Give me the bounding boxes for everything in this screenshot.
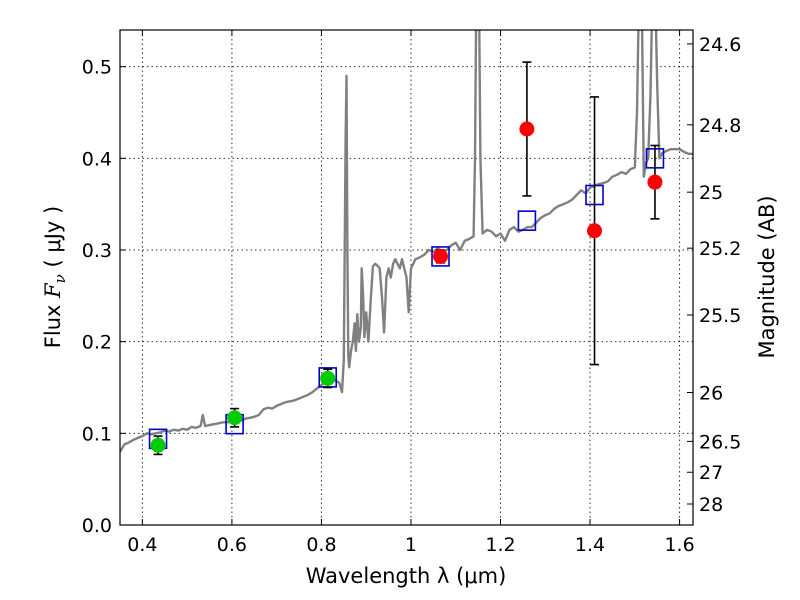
x-tick-label-5: 1.4 bbox=[575, 534, 605, 556]
observed_nir-point-1 bbox=[519, 121, 535, 137]
y-label-suffix: ( μJy ) bbox=[41, 206, 65, 274]
y2-tick-label-5: 26 bbox=[699, 382, 723, 404]
y-tick-label-4: 0.4 bbox=[82, 148, 112, 170]
model-point-4 bbox=[517, 210, 537, 231]
y-tick-label-5: 0.5 bbox=[82, 57, 112, 79]
x-tick-label-0: 0.4 bbox=[127, 534, 157, 556]
x-tick-label-1: 0.6 bbox=[217, 534, 247, 556]
observed_nir-point-2 bbox=[587, 223, 603, 239]
y2-tick-label-1: 24.8 bbox=[699, 115, 741, 137]
y2-tick-label-8: 28 bbox=[699, 494, 723, 516]
y-axis-label: Flux Fν ( μJy ) bbox=[41, 206, 69, 348]
y-tick-label-0: 0.0 bbox=[82, 515, 112, 537]
y2-tick-label-6: 26.5 bbox=[699, 431, 741, 453]
y2-tick-label-4: 25.5 bbox=[699, 305, 741, 327]
x-tick-label-6: 1.6 bbox=[664, 534, 694, 556]
observed_optical-point-1 bbox=[227, 410, 243, 426]
y-tick-label-3: 0.3 bbox=[82, 240, 112, 262]
x-tick-label-3: 1 bbox=[405, 534, 417, 556]
axis-ticks: 0.4 0.6 0.8 1 1.2 1.4 1.6 0.0 0.1 0.2 0.3 0.4 0.5 24.… bbox=[82, 30, 741, 556]
observed_nir-point-0 bbox=[433, 248, 449, 264]
model-point-3 bbox=[431, 246, 450, 267]
plot-frame bbox=[119, 29, 694, 526]
x-tick-label-2: 0.8 bbox=[306, 534, 336, 556]
y2-tick-label-7: 27 bbox=[699, 462, 723, 484]
photometry-markers bbox=[148, 61, 665, 456]
x-axis-label: Wavelength λ (μm) bbox=[306, 564, 507, 588]
y2-axis-label: Magnitude (AB) bbox=[755, 195, 779, 358]
y2-tick-label-2: 25 bbox=[699, 182, 723, 204]
observed_optical-point-2 bbox=[320, 370, 336, 386]
observed_nir-point-3 bbox=[647, 174, 663, 190]
y-label-symbol: F bbox=[41, 282, 65, 299]
y-label-prefix: Flux bbox=[41, 298, 65, 348]
y-tick-label-2: 0.2 bbox=[82, 332, 112, 354]
y-label-subscript: ν bbox=[51, 274, 69, 283]
y-tick-label-1: 0.1 bbox=[82, 423, 112, 445]
y2-tick-label-0: 24.6 bbox=[699, 34, 741, 56]
x-tick-label-4: 1.2 bbox=[485, 534, 515, 556]
observed_optical-point-0 bbox=[150, 437, 166, 453]
y2-tick-label-3: 25.2 bbox=[699, 238, 741, 260]
